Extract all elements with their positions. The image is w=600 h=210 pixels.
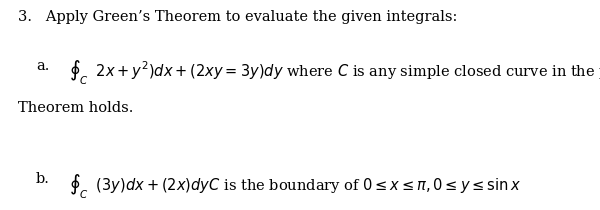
Text: a.: a. <box>36 59 49 73</box>
Text: $\oint_C$  $(3y)dx + (2x)dy$$C$ is the boundary of $0 \leq x \leq \pi, 0 \leq y : $\oint_C$ $(3y)dx + (2x)dy$$C$ is the bo… <box>69 172 521 201</box>
Text: Theorem holds.: Theorem holds. <box>18 101 133 115</box>
Text: b.: b. <box>36 172 50 186</box>
Text: 3.   Apply Green’s Theorem to evaluate the given integrals:: 3. Apply Green’s Theorem to evaluate the… <box>18 10 457 25</box>
Text: $\oint_C$  $2x + y^2)dx + (2xy = 3y)dy$ where $C$ is any simple closed curve in : $\oint_C$ $2x + y^2)dx + (2xy = 3y)dy$ w… <box>69 59 600 87</box>
